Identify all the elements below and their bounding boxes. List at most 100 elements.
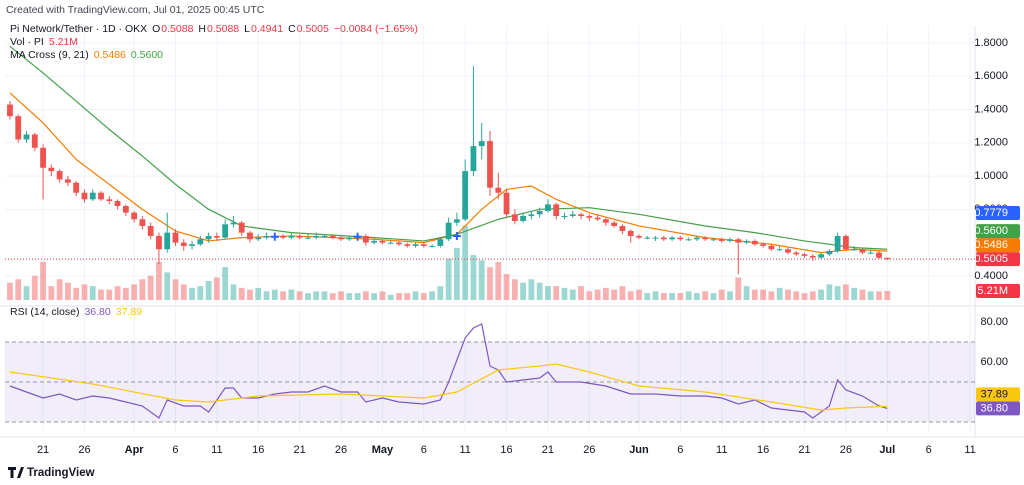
volume-bar (420, 293, 427, 300)
legend-item: O (152, 23, 160, 35)
volume-bar (876, 291, 882, 300)
candle-body (528, 214, 535, 216)
candle-body (702, 237, 709, 240)
volume-bar (31, 275, 38, 300)
candle-body (536, 210, 543, 215)
candle-body (694, 237, 700, 240)
candle-body (114, 201, 121, 207)
legend-item: RSI (14, close) (10, 306, 79, 318)
legend-item: 0.5088 (161, 23, 193, 35)
price-badge (976, 283, 1020, 298)
candle-body (751, 240, 758, 245)
volume-bar (73, 287, 80, 300)
legend-item: Pi Network/Tether · 1D · OKX (10, 23, 147, 35)
candle-body (801, 254, 808, 256)
cross-marker (452, 231, 461, 240)
candle-body (213, 235, 220, 238)
volume-bar (594, 289, 601, 300)
x-tick-label: 6 (172, 444, 178, 456)
volume-bar (106, 289, 113, 300)
price-badge-label: 0.5600 (974, 225, 1008, 237)
legend-item: 0.5005 (297, 23, 329, 35)
candle-body (487, 141, 493, 188)
candle-body (31, 134, 38, 148)
candle-body (785, 249, 791, 253)
created-note: Created with TradingView.com, Jul 01, 20… (6, 4, 265, 16)
cross-marker (353, 232, 362, 241)
price-badge-label: 0.5486 (974, 239, 1008, 251)
volume-bar (23, 286, 30, 300)
candle-body (189, 244, 195, 246)
volume-bar (702, 291, 709, 300)
cross-marker (270, 232, 279, 241)
candle-body (56, 171, 63, 180)
volume-bar (48, 286, 55, 300)
volume-bar (296, 291, 303, 300)
candle-body (586, 215, 593, 218)
volume-bar (255, 287, 262, 300)
x-tick-label: 11 (211, 444, 222, 456)
volume-bar (404, 293, 411, 300)
volume-bar (305, 293, 311, 300)
volume-bar (768, 291, 775, 300)
price-badge-label: 0.7779 (974, 207, 1008, 219)
logo: TradingView (8, 467, 95, 479)
candle-body (619, 225, 626, 231)
volume-bar (511, 279, 518, 300)
candle-body (569, 214, 576, 216)
candle-body (760, 244, 767, 246)
candle-body (222, 224, 229, 238)
volume-bar (859, 289, 866, 300)
volume-bar (487, 267, 493, 300)
x-tick-label: 26 (335, 444, 347, 456)
legend-item: L (244, 23, 250, 35)
legend-item: 5.21M (49, 36, 78, 48)
x-tick-label: 26 (840, 444, 852, 456)
volume-bar (660, 293, 667, 300)
legend-item: 0.5486 (94, 49, 126, 61)
volume-bar (644, 293, 651, 300)
volume-bar (818, 289, 824, 300)
volume-bar (213, 277, 220, 300)
candle-body (594, 217, 601, 220)
candle-body (106, 199, 113, 202)
candle-body (867, 252, 874, 254)
candle-body (147, 225, 154, 236)
x-tick-label: 16 (252, 444, 264, 456)
legend-item: 37.89 (116, 306, 142, 318)
y-tick-label: 1.0000 (974, 170, 1008, 182)
candle-body (131, 212, 138, 220)
candle-body (371, 240, 378, 243)
price-badge (976, 387, 1020, 402)
candle-body (545, 204, 551, 211)
legend-item: 0.5600 (131, 49, 163, 61)
volume-bar (114, 286, 121, 300)
legend-item: 0.4941 (251, 23, 283, 35)
volume-bar (801, 293, 808, 300)
candle-body (462, 171, 469, 220)
volume-bar (147, 275, 154, 300)
volume-bar (247, 289, 253, 300)
volume-bar (503, 274, 510, 300)
legend-item: Vol · PI (10, 36, 44, 48)
candle-body (520, 215, 527, 221)
candle-body (346, 237, 353, 240)
volume-bar (470, 255, 477, 300)
legend-item: −0.0084 (−1.65%) (334, 23, 418, 35)
volume-bar (15, 279, 22, 300)
candle-body (7, 104, 13, 117)
volume-bar (735, 277, 742, 300)
volume-bar (338, 291, 344, 300)
volume-bar (685, 291, 692, 300)
candle-body (23, 134, 30, 140)
volume-bar (362, 291, 369, 300)
volume-bar (710, 293, 717, 300)
x-tick-label: 6 (421, 444, 427, 456)
volume-bar (379, 291, 386, 300)
volume-bar (230, 284, 237, 300)
legend-item: 0.5088 (207, 23, 239, 35)
volume-bar (56, 279, 63, 300)
candle-body (288, 235, 295, 238)
legend-item: H (198, 23, 206, 35)
